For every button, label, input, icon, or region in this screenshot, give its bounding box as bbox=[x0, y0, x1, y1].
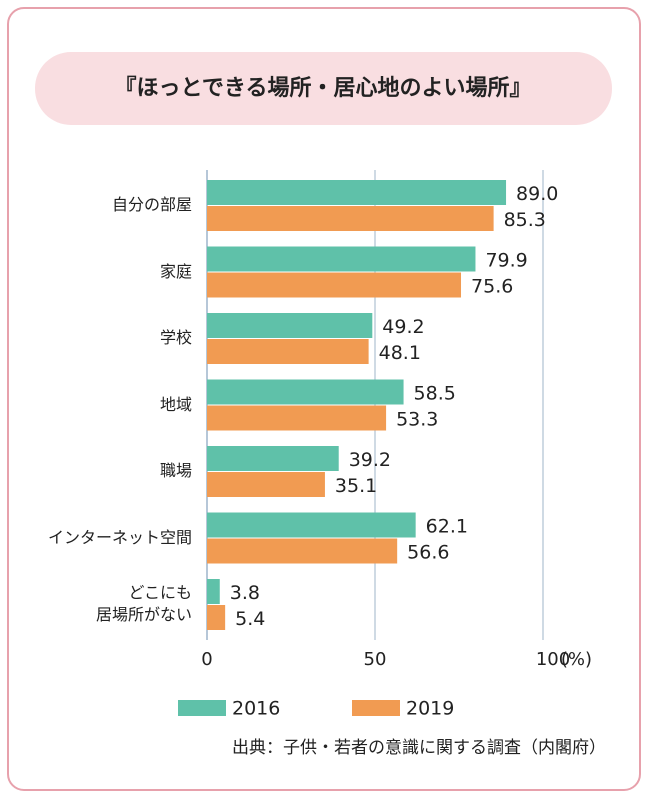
legend-swatch bbox=[352, 700, 400, 716]
y-tick-label: どこにも 居場所がない bbox=[95, 583, 192, 624]
value-label: 3.8 bbox=[230, 582, 260, 604]
y-tick-label: 職場 bbox=[159, 461, 192, 480]
x-tick-label: 50 bbox=[364, 649, 387, 670]
bar bbox=[207, 446, 339, 471]
x-tick-label: 100 bbox=[536, 649, 570, 670]
y-tick-label: 学校 bbox=[159, 328, 192, 347]
value-label: 58.5 bbox=[414, 383, 456, 405]
value-label: 85.3 bbox=[504, 209, 546, 231]
bar bbox=[207, 405, 387, 431]
bar bbox=[207, 579, 220, 604]
y-tick-label: 家庭 bbox=[159, 261, 192, 281]
legend-swatch bbox=[178, 700, 226, 716]
value-label: 35.1 bbox=[335, 475, 377, 497]
x-unit: (%) bbox=[561, 649, 592, 670]
y-tick-label: 自分の部屋 bbox=[111, 195, 192, 214]
value-label: 39.2 bbox=[349, 449, 391, 471]
x-tick-label: 0 bbox=[201, 649, 212, 670]
bar bbox=[207, 246, 476, 272]
bar bbox=[207, 538, 398, 564]
value-label: 75.6 bbox=[471, 276, 513, 298]
bar bbox=[207, 605, 226, 630]
bar bbox=[207, 313, 373, 338]
value-label: 53.3 bbox=[396, 409, 438, 431]
value-label: 56.6 bbox=[407, 542, 449, 564]
title-pill bbox=[35, 52, 612, 125]
bar bbox=[207, 512, 416, 538]
bar bbox=[207, 272, 462, 298]
value-label: 5.4 bbox=[235, 608, 265, 630]
value-label: 89.0 bbox=[516, 183, 558, 205]
value-label: 49.2 bbox=[382, 316, 424, 338]
legend-label: 2016 bbox=[232, 698, 280, 720]
bar bbox=[207, 339, 369, 364]
bar bbox=[207, 472, 325, 497]
bar bbox=[207, 206, 494, 231]
value-label: 48.1 bbox=[379, 342, 421, 364]
y-tick-label: 地域 bbox=[159, 394, 192, 414]
value-label: 62.1 bbox=[426, 516, 468, 538]
y-tick-label: インターネット空間 bbox=[47, 527, 192, 547]
legend-label: 2019 bbox=[406, 698, 454, 720]
source: 出典：子供・若者の意識に関する調査（内閣府） bbox=[232, 738, 606, 758]
bar bbox=[207, 379, 404, 405]
value-label: 79.9 bbox=[485, 250, 527, 272]
bar bbox=[207, 180, 507, 205]
chart-title: 『ほっとできる場所・居心地のよい場所』 bbox=[115, 75, 532, 101]
